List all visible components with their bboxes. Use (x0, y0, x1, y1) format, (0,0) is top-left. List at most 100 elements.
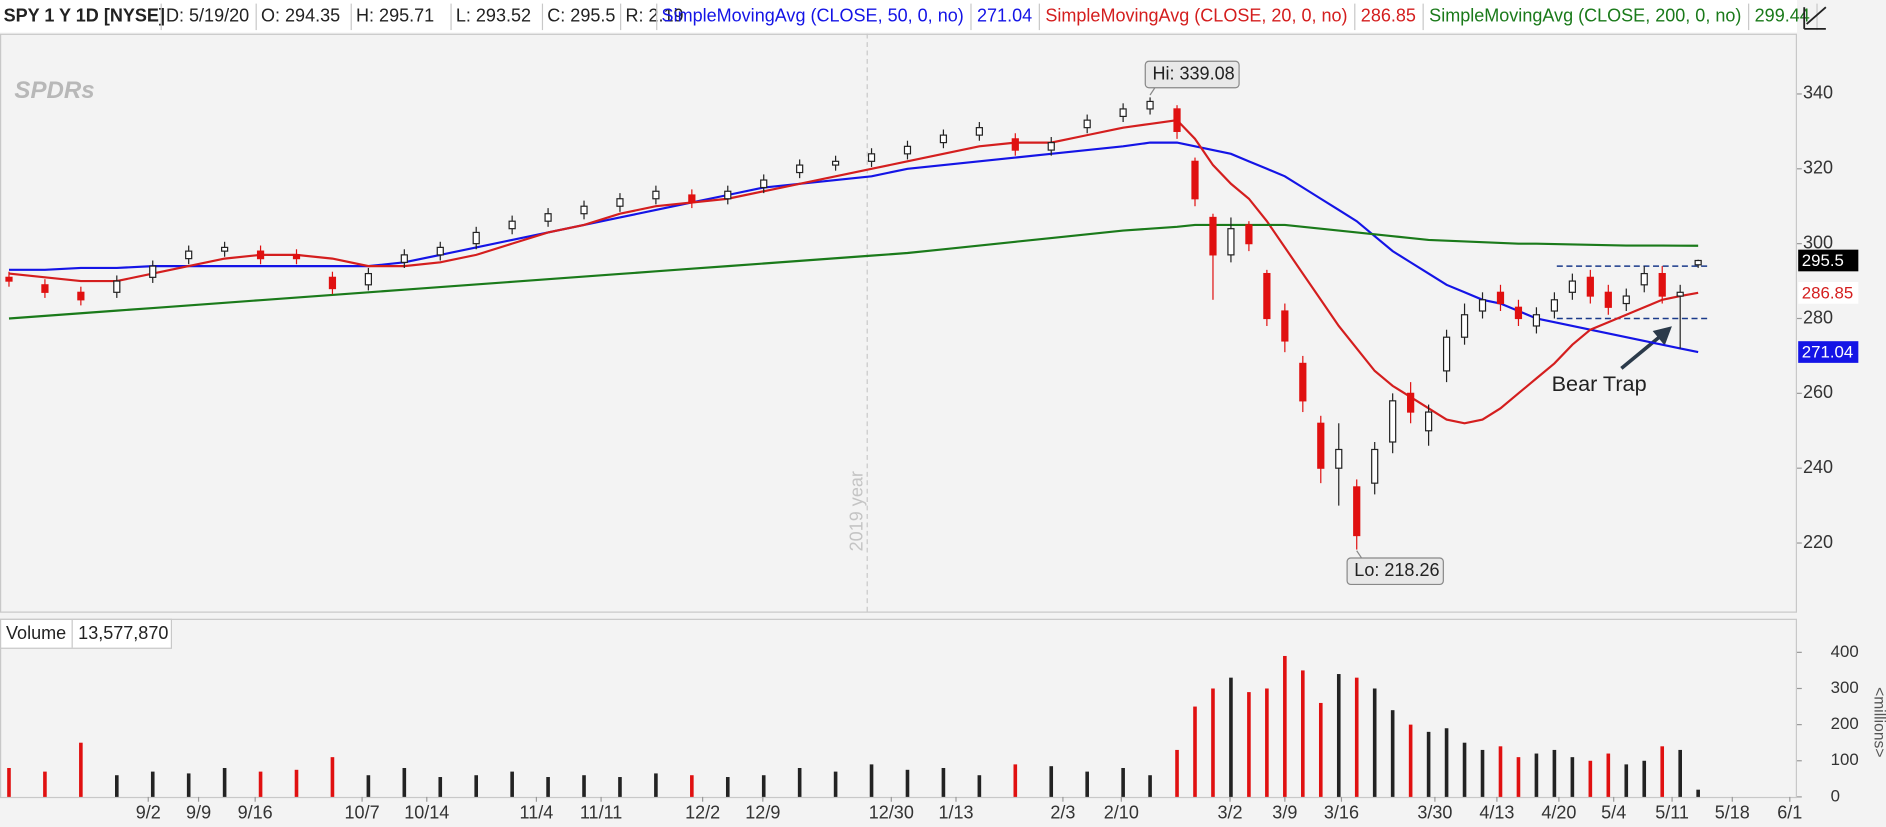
study-tag: 271.04 (1802, 343, 1853, 362)
y-tick-label: 340 (1803, 83, 1833, 103)
volume-bar (115, 775, 119, 797)
volume-bar (1229, 677, 1233, 797)
volume-bar (1211, 688, 1215, 797)
volume-last: 13,577,870 (78, 623, 168, 643)
volume-bar (1444, 728, 1449, 797)
volume-bar (1696, 789, 1700, 797)
volume-bar (1283, 655, 1287, 797)
y-tick-label: 220 (1803, 532, 1833, 552)
candle-body (1568, 280, 1576, 293)
candle-body (831, 160, 840, 166)
study-value: 286.85 (1361, 6, 1416, 26)
candle-body (185, 250, 193, 260)
x-tick-label: 9/9 (186, 803, 211, 823)
x-tick-label: 6/1 (1777, 803, 1802, 823)
x-tick-label: 10/14 (404, 803, 449, 823)
volume-bar (905, 769, 910, 797)
volume-bar (1121, 767, 1125, 797)
candle-body (1191, 160, 1199, 200)
x-tick-label: 3/16 (1324, 803, 1359, 823)
last-price-tag-box (1798, 249, 1859, 272)
x-tick-label: 2/10 (1104, 803, 1139, 823)
volume-bar (1193, 706, 1197, 797)
candle-body (41, 284, 49, 293)
candle-body (1532, 314, 1541, 327)
volume-bar (833, 771, 838, 797)
volume-bar (1498, 746, 1503, 797)
y-tick-label: 280 (1803, 307, 1833, 327)
volume-bar (1372, 688, 1377, 797)
volume-bar (1480, 749, 1485, 797)
y-tick-label: 260 (1803, 382, 1833, 402)
x-tick-label: 5/4 (1601, 803, 1626, 823)
x-tick-label: 12/2 (685, 803, 720, 823)
header-bar (0, 0, 1797, 33)
candle-body (1281, 310, 1289, 342)
x-tick-label: 10/7 (345, 803, 380, 823)
drawing-tool-icon[interactable] (1803, 6, 1827, 30)
candle-body (5, 276, 13, 282)
candle-body (760, 179, 768, 189)
volume-unit: <millions> (1871, 687, 1886, 757)
candle-body (1622, 295, 1630, 305)
date: D: 5/19/20 (166, 6, 249, 26)
volume-tick-label: 200 (1831, 714, 1859, 733)
study-name: SimpleMovingAvg (CLOSE, 20, 0, no) (1045, 6, 1347, 26)
x-tick-label: 4/13 (1479, 803, 1514, 823)
volume-bar (1588, 760, 1593, 797)
candle-body (1640, 272, 1648, 286)
candle-body (1353, 486, 1361, 537)
volume-bar (1570, 757, 1575, 797)
candle-body (580, 205, 588, 215)
candle-body (1335, 448, 1343, 469)
volume-tick-label: 400 (1831, 642, 1859, 661)
candle-body (1425, 411, 1433, 432)
hi-pointer (1149, 87, 1156, 96)
x-tick-label: 2/3 (1050, 803, 1075, 823)
open: O: 294.35 (261, 6, 340, 26)
candle-body (1389, 400, 1397, 443)
icon-stroke (1806, 6, 1827, 25)
price-panel (0, 33, 1797, 613)
close: C: 295.5 (547, 6, 615, 26)
arrow-head (1652, 326, 1672, 346)
candle-body (1227, 228, 1235, 256)
high: H: 295.71 (356, 6, 434, 26)
volume-tick-label: 0 (1831, 786, 1840, 805)
x-tick-label: 5/11 (1655, 803, 1689, 823)
volume-bar (977, 775, 982, 797)
volume-bar (941, 767, 946, 797)
bear-trap-label: Bear Trap (1552, 371, 1647, 396)
candle-body (1658, 272, 1666, 297)
volume-header (0, 618, 173, 649)
header-separators (160, 3, 658, 31)
volume-bar (1642, 760, 1647, 797)
arrow-shaft (1620, 333, 1664, 370)
volume-bar (546, 777, 550, 797)
x-tick-label: 3/9 (1272, 803, 1297, 823)
study-tag: 286.85 (1802, 284, 1853, 303)
volume-bar (1175, 749, 1179, 797)
candle-body (472, 231, 480, 245)
volume-bar (510, 771, 514, 797)
volume-bar (1624, 764, 1629, 797)
symbol[interactable]: SPY 1 Y 1D [NYSE] (4, 6, 165, 26)
candle-body (1209, 216, 1217, 256)
candle-body (867, 153, 876, 162)
low: L: 293.52 (456, 6, 531, 26)
volume-bar (1318, 702, 1323, 797)
volume-bar (1408, 724, 1413, 797)
volume-bar (1247, 692, 1251, 797)
volume-tick-label: 300 (1831, 678, 1859, 697)
candle-body (400, 254, 408, 263)
candle-body (1478, 299, 1487, 312)
study-value: 271.04 (977, 6, 1032, 26)
candle-body (1550, 299, 1559, 312)
volume-bar (1265, 688, 1269, 797)
volume-bar (330, 757, 335, 797)
volume-bar (1148, 775, 1152, 797)
volume-bar (690, 775, 694, 797)
candle-body (1604, 291, 1612, 308)
